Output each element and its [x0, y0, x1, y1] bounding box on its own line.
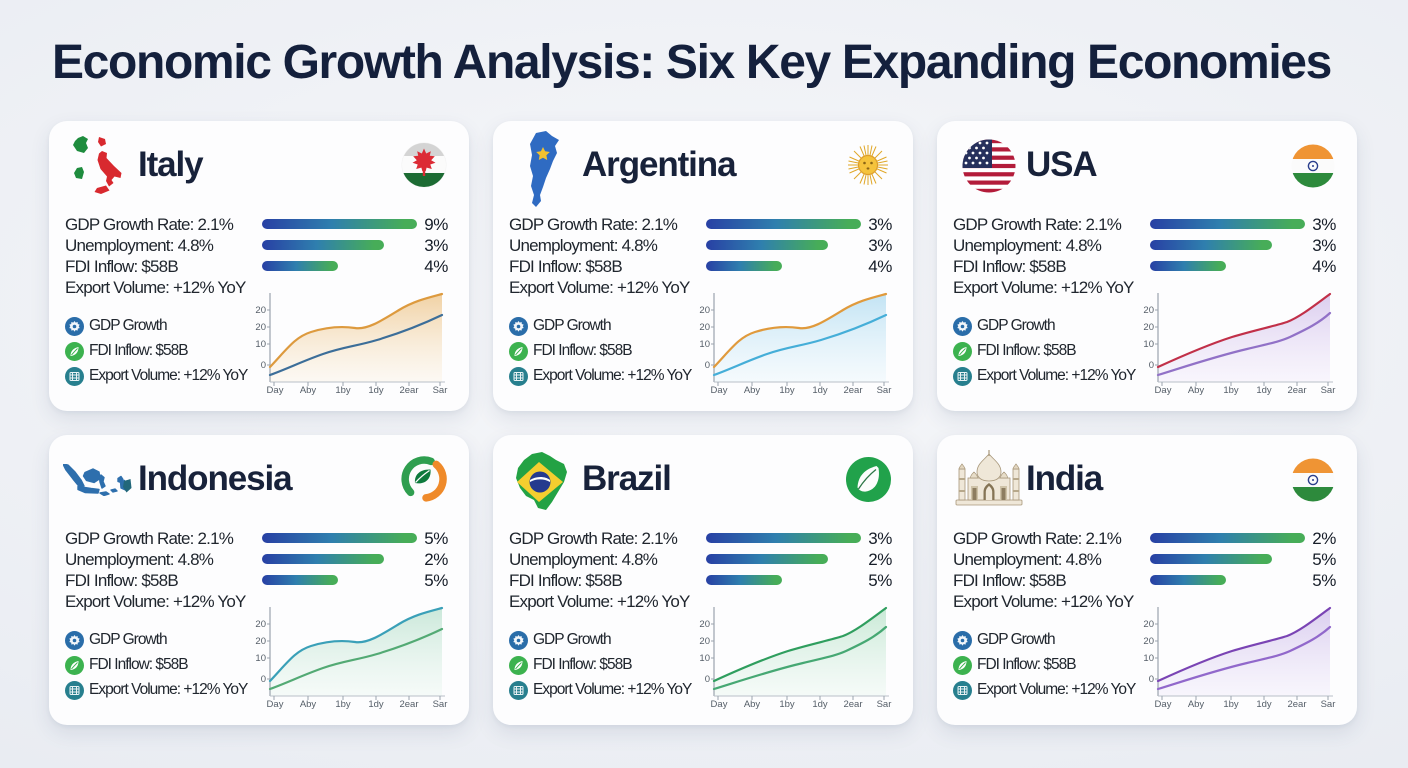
- svg-text:Aby: Aby: [1188, 699, 1205, 710]
- svg-text:Sar: Sar: [1321, 385, 1336, 396]
- svg-text:Sar: Sar: [1321, 699, 1336, 710]
- svg-text:10: 10: [255, 339, 266, 350]
- svg-text:0: 0: [705, 360, 710, 371]
- svg-text:Sar: Sar: [877, 699, 892, 710]
- svg-text:2ear: 2ear: [399, 699, 418, 710]
- svg-text:2ear: 2ear: [843, 699, 862, 710]
- svg-text:20: 20: [255, 305, 266, 316]
- svg-text:20: 20: [1143, 636, 1154, 647]
- svg-text:20: 20: [255, 636, 266, 647]
- svg-text:10: 10: [699, 339, 710, 350]
- svg-text:1by: 1by: [1223, 385, 1239, 396]
- svg-text:Day: Day: [267, 699, 284, 710]
- svg-text:2ear: 2ear: [399, 385, 418, 396]
- svg-text:Aby: Aby: [1188, 385, 1205, 396]
- svg-text:20: 20: [699, 322, 710, 333]
- svg-text:20: 20: [255, 322, 266, 333]
- svg-text:0: 0: [1149, 360, 1154, 371]
- svg-text:Day: Day: [711, 385, 728, 396]
- svg-text:10: 10: [699, 653, 710, 664]
- svg-text:2ear: 2ear: [843, 385, 862, 396]
- svg-text:2ear: 2ear: [1287, 385, 1306, 396]
- svg-text:Sar: Sar: [877, 385, 892, 396]
- svg-text:20: 20: [1143, 322, 1154, 333]
- svg-text:0: 0: [261, 674, 266, 685]
- svg-text:Day: Day: [267, 385, 284, 396]
- svg-text:1by: 1by: [335, 385, 351, 396]
- svg-text:20: 20: [699, 636, 710, 647]
- svg-text:1dy: 1dy: [1256, 699, 1272, 710]
- svg-text:Day: Day: [1155, 699, 1172, 710]
- svg-text:20: 20: [1143, 305, 1154, 316]
- svg-text:1by: 1by: [779, 385, 795, 396]
- svg-text:Day: Day: [711, 699, 728, 710]
- svg-text:0: 0: [705, 674, 710, 685]
- svg-text:Aby: Aby: [300, 385, 317, 396]
- svg-text:20: 20: [255, 619, 266, 630]
- svg-text:1dy: 1dy: [812, 385, 828, 396]
- svg-text:20: 20: [1143, 619, 1154, 630]
- svg-text:Aby: Aby: [300, 699, 317, 710]
- svg-text:1by: 1by: [779, 699, 795, 710]
- svg-text:1by: 1by: [335, 699, 351, 710]
- svg-text:Day: Day: [1155, 385, 1172, 396]
- svg-text:1dy: 1dy: [812, 699, 828, 710]
- svg-text:1by: 1by: [1223, 699, 1239, 710]
- svg-text:10: 10: [1143, 653, 1154, 664]
- svg-text:20: 20: [699, 619, 710, 630]
- svg-text:Sar: Sar: [433, 385, 448, 396]
- svg-text:Sar: Sar: [433, 699, 448, 710]
- svg-text:20: 20: [699, 305, 710, 316]
- svg-text:1dy: 1dy: [368, 699, 384, 710]
- svg-text:1dy: 1dy: [368, 385, 384, 396]
- svg-text:10: 10: [255, 653, 266, 664]
- svg-text:Aby: Aby: [744, 699, 761, 710]
- svg-text:10: 10: [1143, 339, 1154, 350]
- svg-text:1dy: 1dy: [1256, 385, 1272, 396]
- svg-text:2ear: 2ear: [1287, 699, 1306, 710]
- svg-text:0: 0: [261, 360, 266, 371]
- svg-text:Aby: Aby: [744, 385, 761, 396]
- svg-text:0: 0: [1149, 674, 1154, 685]
